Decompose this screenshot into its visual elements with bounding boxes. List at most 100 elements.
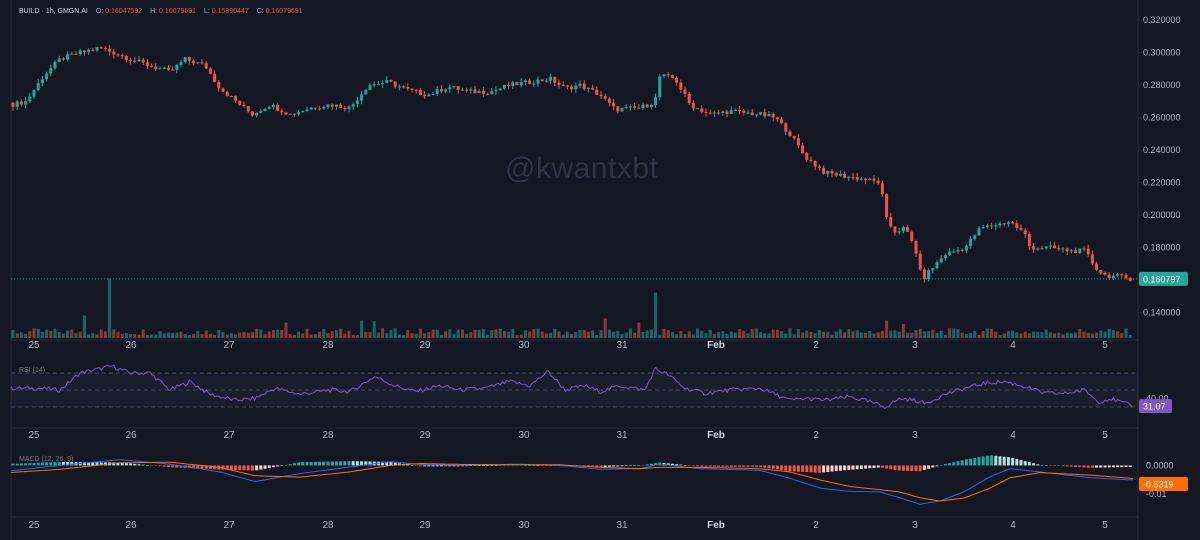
macd-histogram-bar	[250, 465, 254, 471]
candle-body	[179, 62, 183, 65]
candle-body	[544, 80, 548, 82]
candle-body	[87, 49, 91, 52]
candle-body	[103, 47, 107, 49]
volume-bar	[780, 331, 784, 338]
price-tick-label: 0.280000	[1143, 80, 1181, 90]
candle-body	[1015, 223, 1019, 229]
volume-bar	[465, 333, 469, 338]
volume-bar	[225, 334, 229, 338]
candle-body	[486, 93, 490, 95]
candle-body	[70, 53, 74, 55]
candle-body	[565, 85, 569, 87]
volume-bar	[700, 330, 704, 338]
candle-body	[532, 83, 536, 85]
candle-body	[964, 245, 968, 251]
macd-histogram-bar	[200, 465, 204, 469]
volume-bar	[960, 332, 964, 338]
time-axis-label: 2	[813, 520, 819, 531]
macd-line	[10, 459, 1134, 505]
candle-body	[801, 145, 805, 154]
candle-body	[738, 109, 742, 111]
volume-bar	[591, 330, 595, 338]
macd-histogram-bar	[171, 465, 175, 468]
candle-body	[864, 178, 868, 181]
macd-histogram-bar	[683, 465, 687, 466]
volume-bar	[1074, 332, 1078, 338]
candle-body	[708, 112, 712, 114]
candle-body	[830, 171, 834, 174]
time-axis-label: 26	[125, 430, 137, 441]
macd-histogram-bar	[267, 465, 271, 469]
candle-body	[221, 88, 225, 92]
volume-bar	[612, 331, 616, 338]
time-axis-label: 3	[912, 520, 918, 531]
macd-histogram-bar	[276, 465, 280, 467]
candle-body	[292, 113, 296, 115]
candle-body	[53, 61, 57, 69]
volume-bar	[456, 329, 460, 338]
volume-bar	[171, 332, 175, 338]
macd-histogram-bar	[1036, 464, 1040, 466]
candle-body	[927, 270, 931, 280]
candle-body	[889, 217, 893, 227]
macd-histogram-bar	[654, 463, 658, 466]
volume-bar	[586, 331, 590, 338]
macd-histogram-bar	[208, 465, 212, 470]
candle-body	[1044, 246, 1048, 249]
macd-histogram-bar	[826, 465, 830, 472]
volume-bar	[1069, 333, 1073, 338]
candle-body	[536, 79, 540, 84]
volume-bar	[1111, 330, 1115, 338]
candle-body	[733, 109, 737, 111]
candle-body	[402, 86, 406, 88]
volume-bar	[280, 329, 284, 338]
candle-body	[502, 84, 506, 89]
macd-histogram-bar	[292, 463, 296, 466]
macd-histogram-bar	[24, 463, 28, 466]
macd-histogram-bar	[893, 465, 897, 470]
macd-histogram-bar	[838, 465, 842, 471]
volume-bar	[150, 334, 154, 338]
time-axis-label: 4	[1010, 520, 1016, 531]
macd-histogram-bar	[129, 463, 133, 466]
macd-histogram-bar	[95, 462, 99, 466]
macd-histogram-bar	[620, 465, 624, 467]
volume-bar	[229, 333, 233, 338]
volume-bar	[683, 333, 687, 338]
candle-body	[582, 83, 586, 89]
candle-body	[318, 108, 322, 110]
candle-body	[998, 223, 1002, 226]
volume-bar	[754, 328, 758, 338]
volume-bar	[528, 331, 532, 338]
time-axis-label: 26	[125, 340, 137, 351]
macd-histogram-bar	[116, 462, 120, 466]
volume-bar	[444, 331, 448, 338]
candle-body	[481, 90, 485, 94]
macd-value-label: -0.5319	[1143, 480, 1174, 490]
volume-bar	[486, 334, 490, 338]
macd-histogram-bar	[70, 462, 74, 466]
macd-histogram-bar	[628, 465, 632, 466]
macd-histogram-bar	[616, 465, 620, 467]
volume-bar	[372, 321, 376, 338]
volume-bar	[196, 331, 200, 338]
volume-bar	[242, 331, 246, 338]
candle-body	[61, 58, 65, 60]
volume-bar	[969, 332, 973, 338]
volume-bar	[162, 333, 166, 338]
volume-bar	[154, 334, 158, 338]
macd-histogram-bar	[1032, 463, 1036, 466]
candle-body	[763, 112, 767, 117]
macd-histogram-bar	[28, 463, 32, 466]
macd-histogram-bar	[1078, 465, 1082, 468]
candle-body	[116, 54, 120, 56]
macd-histogram-bar	[61, 461, 65, 466]
volume-bar	[939, 330, 943, 338]
volume-bar	[187, 334, 191, 338]
volume-bar	[670, 332, 674, 338]
volume-bar	[834, 331, 838, 338]
candle-body	[784, 123, 788, 132]
volume-bar	[1006, 330, 1010, 338]
macd-histogram-bar	[540, 465, 544, 466]
